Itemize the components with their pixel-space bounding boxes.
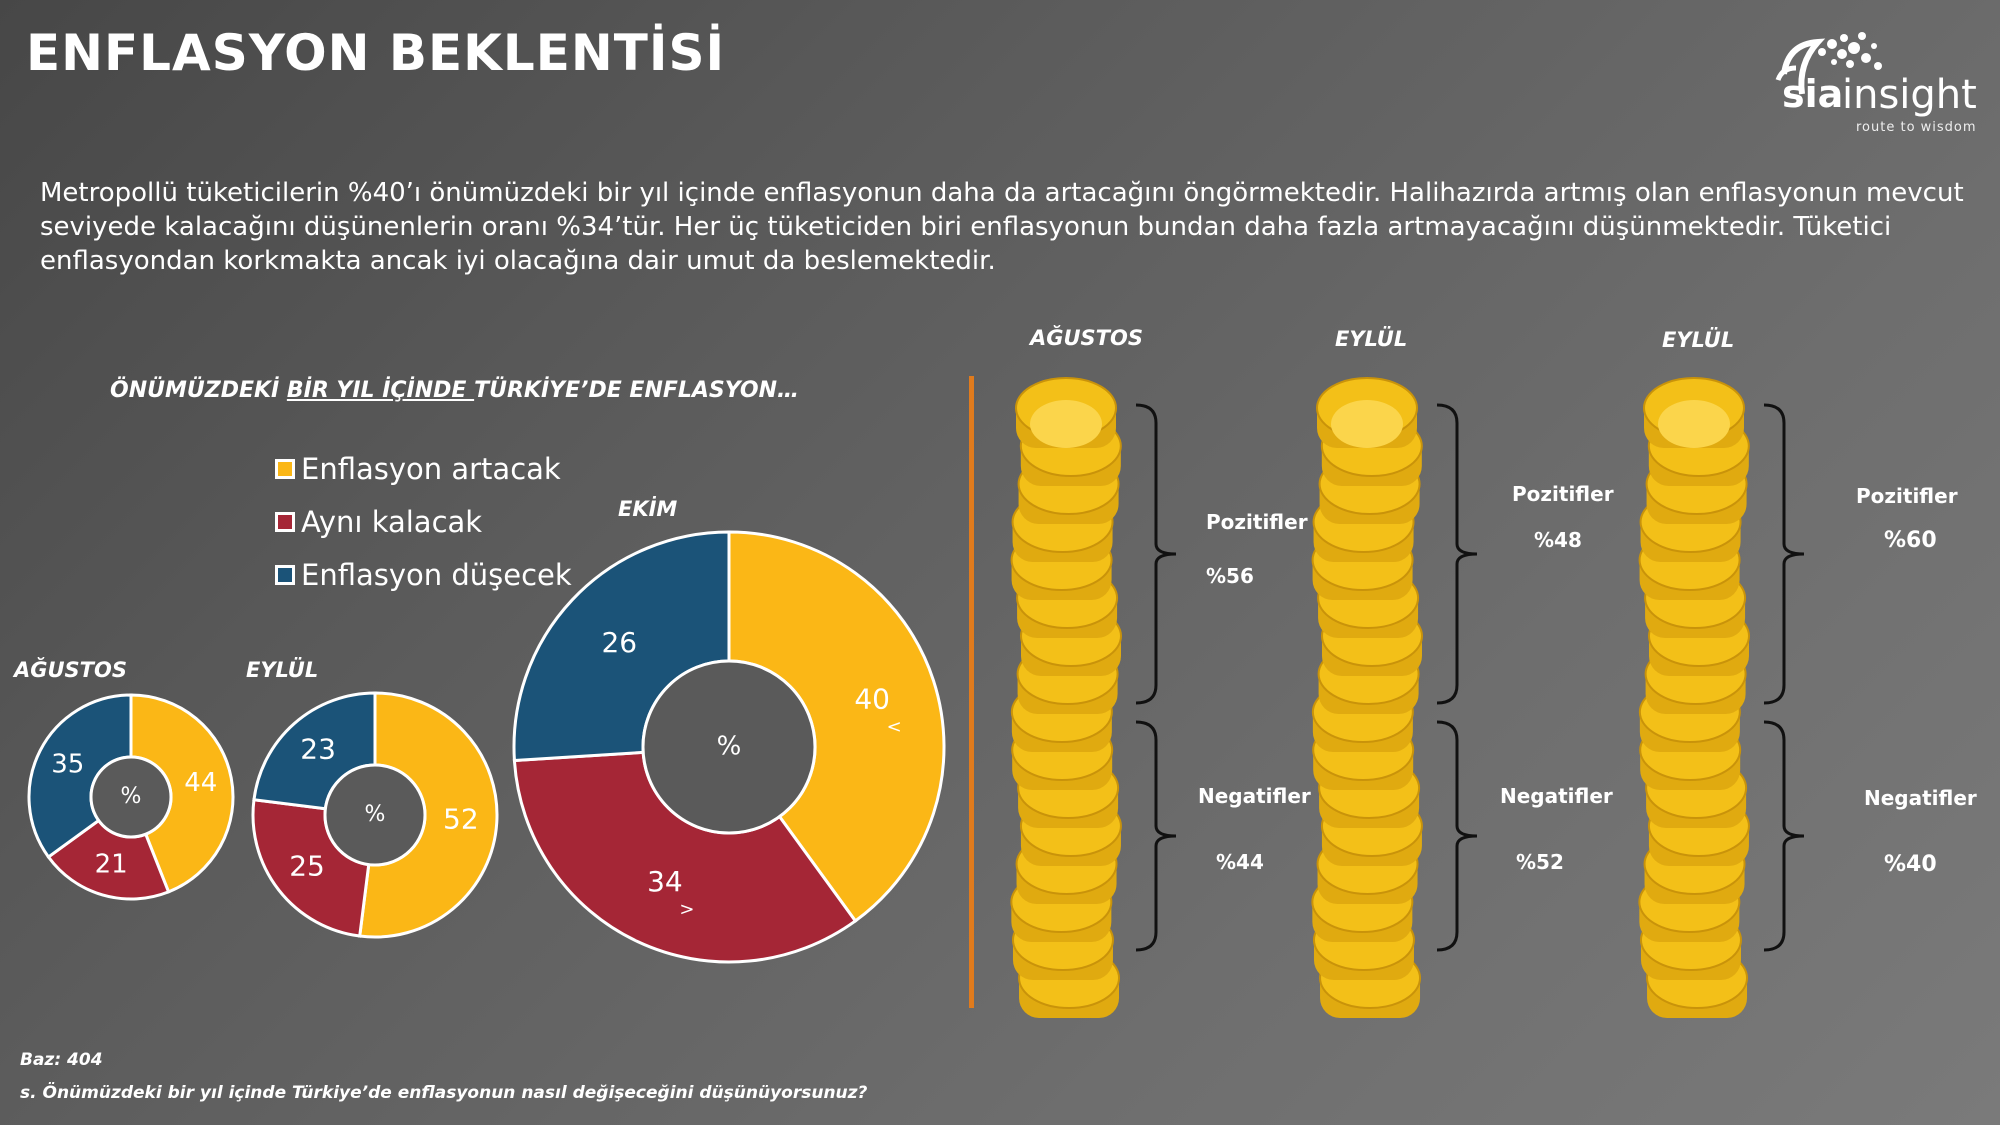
coin-title-2: EYLÜL: [1335, 327, 1408, 351]
donut-title-eylul: EYLÜL: [246, 658, 319, 682]
footer-base: Baz: 404: [20, 1050, 103, 1070]
bracket-negative-0: [1135, 720, 1177, 952]
coin2-neg-value: %52: [1516, 850, 1564, 874]
coin-0-top-face: [1030, 400, 1102, 448]
bracket-negative-1: [1436, 720, 1478, 952]
donut-2-label-1: 34: [647, 865, 683, 898]
donut-1-label-0: 52: [443, 802, 479, 835]
legend-swatch-down: [275, 564, 295, 585]
donut-1-label-1: 25: [289, 850, 325, 883]
donut-1-hole: [323, 763, 427, 867]
coin3-neg-value: %40: [1884, 852, 1937, 877]
donut-2-marker-0: <: [887, 716, 902, 737]
coin-stack-0: [1010, 377, 1122, 1018]
coin-stacks: [1010, 377, 1805, 1018]
donut-1-label-2: 23: [300, 732, 336, 765]
donut-2-center-label: %: [717, 732, 742, 762]
question-title-underlined: BİR YIL İÇİNDE: [286, 378, 475, 403]
donut-2-label-0: 40: [854, 682, 890, 715]
legend-label-down: Enflasyon düşecek: [301, 557, 572, 592]
bracket-positive-1: [1436, 403, 1478, 705]
donut-0-label-2: 35: [51, 749, 84, 779]
bracket-positive-0: [1135, 403, 1177, 705]
donut-0-hole: [89, 755, 173, 839]
donut-2-hole: [641, 659, 817, 835]
coin3-neg-label: Negatifler: [1864, 786, 1977, 810]
donut-2-label-2: 26: [601, 626, 637, 659]
coin2-pos-label: Pozitifler: [1512, 482, 1614, 506]
logo-tagline: route to wisdom: [1856, 120, 1977, 135]
legend-swatch-up: [275, 458, 295, 479]
section-divider: [969, 376, 974, 1008]
donut-2-marker-1: >: [679, 899, 694, 920]
donut-title-agustos: AĞUSTOS: [14, 658, 127, 682]
logo-graphic: [1775, 32, 1882, 95]
bracket-negative-2: [1763, 720, 1805, 952]
donut-0-label-1: 21: [95, 850, 128, 880]
legend-label-same: Aynı kalacak: [301, 504, 483, 539]
coin2-neg-label: Negatifler: [1500, 784, 1613, 808]
donut-0-center-label: %: [121, 784, 142, 809]
legend-item-down: Enflasyon düşecek: [275, 548, 572, 601]
donut-title-ekim: EKİM: [618, 497, 678, 521]
intro-paragraph: Metropollü tüketicilerin %40’ı önümüzdek…: [40, 178, 1964, 276]
donut-1-center-label: %: [365, 802, 386, 827]
footer-question: s. Önümüzdeki bir yıl içinde Türkiye’de …: [20, 1083, 868, 1103]
coin3-pos-value: %60: [1884, 528, 1937, 553]
question-title-part1: ÖNÜMÜZDEKİ: [110, 378, 287, 403]
donut-charts: 44 21 35% 52 25 23% 40<34>26%: [27, 530, 946, 964]
coin1-pos-label: Pozitifler: [1206, 510, 1308, 534]
coin1-neg-label: Negatifler: [1198, 784, 1311, 808]
legend-item-up: Enflasyon artacak: [275, 442, 572, 495]
coin-title-1: AĞUSTOS: [1030, 326, 1143, 350]
coin-2-top-face: [1658, 400, 1730, 448]
coin-title-3: EYLÜL: [1662, 328, 1735, 352]
coin-stack-2: [1638, 377, 1750, 1018]
bracket-positive-2: [1763, 403, 1805, 705]
legend-item-same: Aynı kalacak: [275, 495, 572, 548]
page-title: ENFLASYON BEKLENTİSİ: [26, 24, 726, 82]
logo-sia-text: sia: [1782, 72, 1844, 116]
coin1-neg-value: %44: [1216, 850, 1264, 874]
coin3-pos-label: Pozitifler: [1856, 484, 1958, 508]
question-title: ÖNÜMÜZDEKİ BİR YIL İÇİNDE TÜRKİYE’DE ENF…: [110, 378, 799, 403]
chart-legend: Enflasyon artacak Aynı kalacak Enflasyon…: [275, 442, 572, 601]
coin1-pos-value: %56: [1206, 564, 1254, 588]
question-title-part2: TÜRKİYE’DE ENFLASYON…: [474, 378, 800, 403]
coin-stack-1: [1311, 377, 1423, 1018]
legend-swatch-same: [275, 511, 295, 532]
donut-0-label-0: 44: [184, 768, 217, 798]
coin2-pos-value: %48: [1534, 528, 1582, 552]
logo-insight-text: insight: [1842, 72, 1977, 118]
legend-label-up: Enflasyon artacak: [301, 451, 561, 486]
coin-1-top-face: [1331, 400, 1403, 448]
